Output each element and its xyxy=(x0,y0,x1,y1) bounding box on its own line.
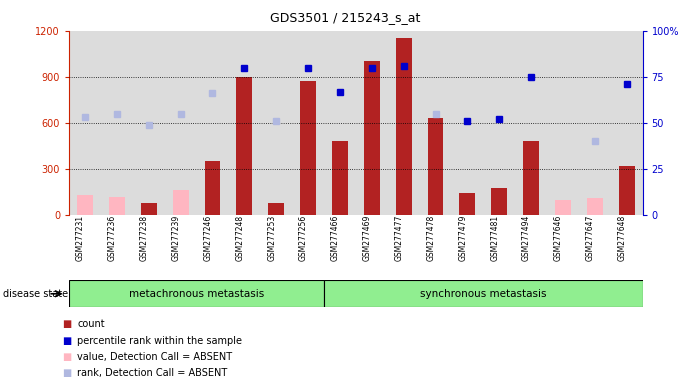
Bar xyxy=(205,161,220,215)
Text: GSM277646: GSM277646 xyxy=(554,215,563,262)
Text: GSM277648: GSM277648 xyxy=(618,215,627,261)
Bar xyxy=(523,141,539,215)
Text: disease state: disease state xyxy=(3,289,68,299)
Bar xyxy=(396,38,412,215)
Text: GSM277479: GSM277479 xyxy=(458,215,467,262)
Text: GSM277478: GSM277478 xyxy=(426,215,435,261)
Text: GSM277477: GSM277477 xyxy=(395,215,404,262)
Bar xyxy=(555,200,571,215)
Bar xyxy=(324,280,643,307)
Bar xyxy=(77,195,93,215)
Bar xyxy=(69,280,324,307)
Text: ■: ■ xyxy=(62,319,71,329)
Bar xyxy=(141,203,157,215)
Bar xyxy=(491,188,507,215)
Bar xyxy=(173,190,189,215)
Bar xyxy=(332,141,348,215)
Text: GSM277231: GSM277231 xyxy=(76,215,85,261)
Text: GSM277647: GSM277647 xyxy=(586,215,595,262)
Text: GSM277494: GSM277494 xyxy=(522,215,531,262)
Bar xyxy=(618,166,634,215)
Text: count: count xyxy=(77,319,105,329)
Text: GSM277238: GSM277238 xyxy=(140,215,149,261)
Text: GSM277253: GSM277253 xyxy=(267,215,276,261)
Bar xyxy=(364,61,380,215)
Bar xyxy=(268,203,284,215)
Text: GSM277239: GSM277239 xyxy=(171,215,180,261)
Text: GSM277246: GSM277246 xyxy=(203,215,213,261)
Text: synchronous metastasis: synchronous metastasis xyxy=(420,289,547,299)
Text: GSM277469: GSM277469 xyxy=(363,215,372,262)
Text: rank, Detection Call = ABSENT: rank, Detection Call = ABSENT xyxy=(77,368,227,378)
Text: ■: ■ xyxy=(62,352,71,362)
Bar xyxy=(300,81,316,215)
Text: value, Detection Call = ABSENT: value, Detection Call = ABSENT xyxy=(77,352,232,362)
Text: GSM277481: GSM277481 xyxy=(490,215,499,261)
Bar xyxy=(587,198,603,215)
Text: GSM277248: GSM277248 xyxy=(236,215,245,261)
Text: ■: ■ xyxy=(62,368,71,378)
Text: GSM277256: GSM277256 xyxy=(299,215,308,261)
Text: GDS3501 / 215243_s_at: GDS3501 / 215243_s_at xyxy=(270,12,421,25)
Text: GSM277466: GSM277466 xyxy=(331,215,340,262)
Bar xyxy=(109,197,125,215)
Bar xyxy=(428,118,444,215)
Text: percentile rank within the sample: percentile rank within the sample xyxy=(77,336,243,346)
Text: ■: ■ xyxy=(62,336,71,346)
Text: metachronous metastasis: metachronous metastasis xyxy=(129,289,264,299)
Bar xyxy=(236,77,252,215)
Bar xyxy=(460,193,475,215)
Text: GSM277236: GSM277236 xyxy=(108,215,117,261)
